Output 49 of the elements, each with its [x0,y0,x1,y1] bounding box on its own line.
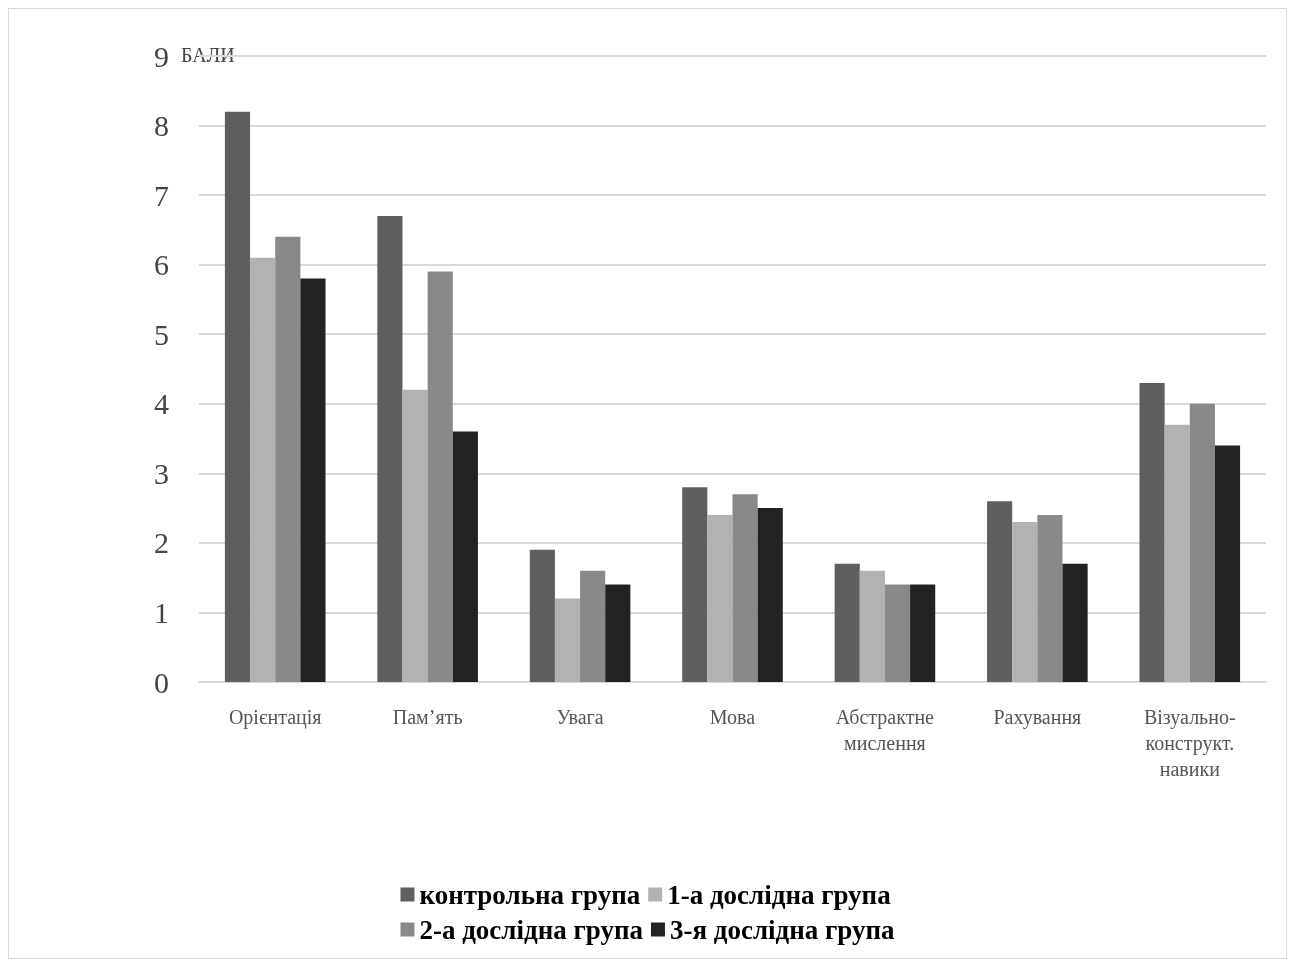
legend-label: 2-а дослідна група [419,914,644,945]
y-tick-label: 2 [154,526,169,560]
bar [910,584,936,682]
bar [732,494,758,682]
bar [427,271,453,682]
bar [682,487,708,682]
bar [707,515,733,682]
bar [1012,522,1038,682]
y-tick-label: 9 [154,39,169,73]
y-tick-label: 1 [154,595,169,629]
legend-label: 3-я дослідна група [669,914,896,945]
bar [1139,382,1165,682]
y-tick-label: 3 [154,456,169,490]
bar [224,111,251,682]
bar [987,501,1013,682]
bar [580,570,606,682]
bar [402,389,428,682]
x-tick-label: Рахування [993,706,1082,729]
legend-label: 1-а дослідна група [667,879,892,910]
bar [250,257,276,682]
bar [377,215,403,682]
y-tick-label: 0 [154,665,169,699]
bar [529,549,555,682]
bar [275,236,301,682]
legend-label: контрольна група [419,879,641,910]
bar [834,563,860,682]
bar [1164,424,1190,682]
x-tick-label: Увага [556,706,604,728]
y-tick-label: 6 [154,248,169,282]
x-tick-label: Мова [709,706,756,728]
bar [605,584,631,682]
bar [300,278,326,682]
y-tick-label: 4 [154,387,169,421]
bar [859,570,885,682]
bar [757,508,783,682]
bar [452,431,478,682]
x-tick-label: Абстрактне мислення [835,706,935,754]
bar [1062,563,1088,682]
x-tick-label: Візуально- конструкт. навики [1143,706,1236,780]
bar [884,584,911,682]
bar [554,598,581,682]
x-tick-label: Орієнтація [228,706,322,729]
bar [1189,403,1215,682]
y-tick-label: 8 [154,109,169,143]
y-tick-label: 7 [154,178,169,212]
bar [1214,445,1241,682]
x-tick-label: Пам’ять [392,706,463,728]
y-tick-label: 5 [154,317,169,351]
bar [1037,515,1063,682]
